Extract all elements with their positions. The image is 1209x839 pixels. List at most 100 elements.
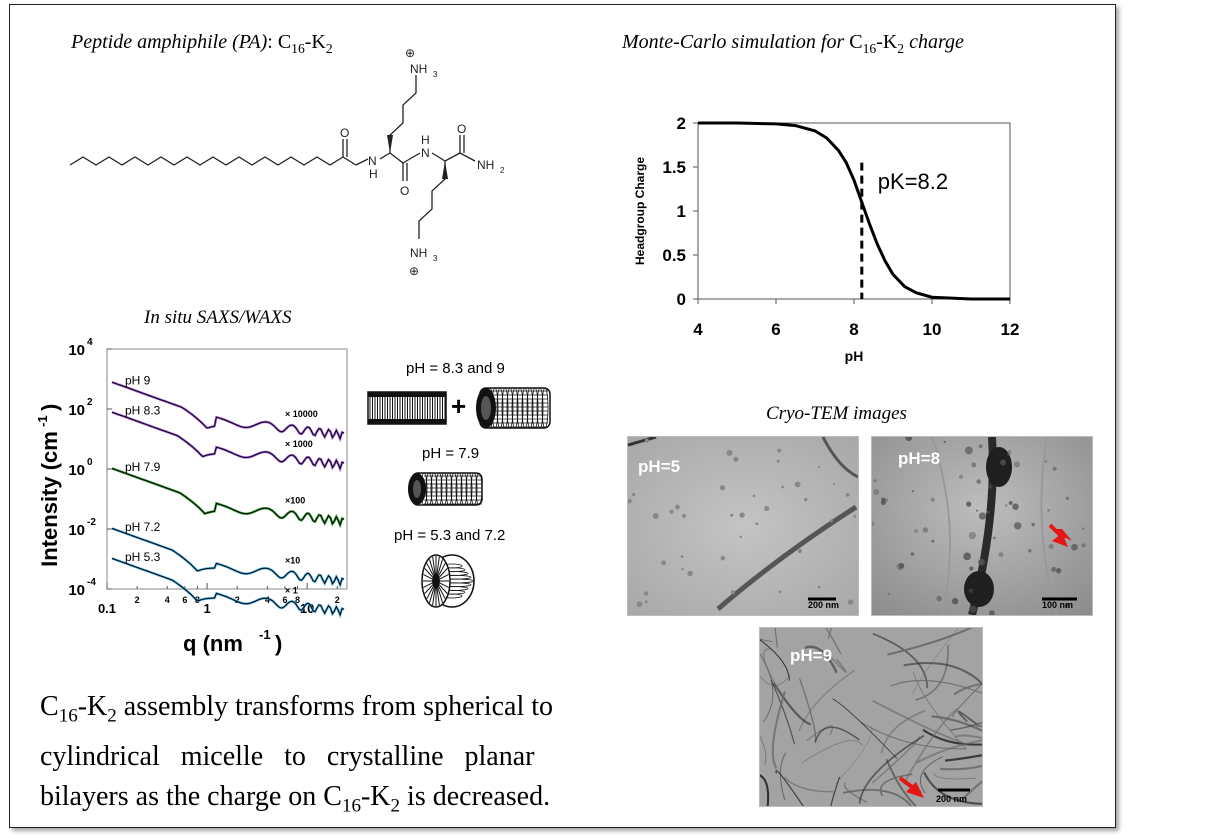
- saxs-series-label: pH 7.2: [125, 520, 161, 534]
- saxs-ytick-exp: -2: [87, 517, 96, 528]
- mc-xtick-label: 10: [923, 320, 942, 339]
- tem-label-ph8: pH=8: [898, 449, 941, 468]
- saxs-series-fit: [111, 557, 345, 617]
- saxs-series-fit: [111, 467, 345, 527]
- mol-o-label-1: O: [340, 126, 349, 140]
- mc-xtick-label: 4: [693, 320, 703, 339]
- saxs-ylabel-sup: -1: [35, 415, 50, 427]
- summary-c: C: [40, 691, 59, 722]
- summary-c-sub: 16: [58, 705, 78, 727]
- pa-header-prefix: Peptide amphiphile (PA): [71, 31, 268, 53]
- mc-ytick-label: 1: [677, 202, 686, 221]
- summary-line-3-b: is decreased.: [400, 780, 551, 812]
- pa-formula-c-sub: 16: [291, 41, 305, 56]
- summary-k-sub: 2: [107, 705, 117, 727]
- saxs-series-label: pH 9: [125, 374, 151, 388]
- bilayer-icon: [367, 391, 447, 425]
- tem-image-ph5: pH=5 200 nm: [627, 436, 859, 616]
- model-label-3: pH = 5.3 and 7.2: [394, 527, 506, 544]
- mc-ytick-label: 2: [677, 114, 686, 133]
- tem-scale-ph8: 100 nm: [1042, 600, 1074, 610]
- saxs-series-label: pH 5.3: [125, 550, 161, 564]
- mc-ytick-label: 1.5: [662, 158, 686, 177]
- summary-line-3-k-sub: 2: [390, 795, 401, 817]
- tube-icon-1: [476, 387, 551, 429]
- saxs-series-fit: [111, 527, 345, 587]
- mc-xtick-label: 6: [771, 320, 780, 339]
- saxs-ytick-exp: 2: [87, 397, 93, 408]
- mol-nh2-sub: 2: [500, 166, 505, 175]
- saxs-series-label: pH 8.3: [125, 404, 161, 418]
- mol-charge-bottom: ⊕: [409, 264, 419, 278]
- saxs-series-scale: ×10: [285, 555, 300, 565]
- saxs-title: In situ SAXS/WAXS: [144, 307, 292, 328]
- mol-nh3-top-sub: 3: [433, 70, 438, 79]
- mol-n-label-2: N: [421, 146, 430, 160]
- pa-formula-k: -K: [304, 31, 326, 53]
- model-plus-sign: +: [451, 391, 467, 421]
- saxs-xlabel: q (nm: [183, 631, 243, 656]
- mc-formula-k-sub: 2: [897, 41, 905, 56]
- saxs-plot-area: [106, 348, 348, 590]
- saxs-xtick-minor-label: 6: [282, 595, 287, 605]
- pa-formula-k-sub: 2: [325, 41, 333, 56]
- sphere-micelle-icon: [421, 554, 475, 608]
- mc-series-line: [698, 121, 1010, 301]
- saxs-ytick-exp: 0: [87, 457, 93, 468]
- saxs-xtick-minor-label: 2: [335, 595, 340, 605]
- mc-header: Monte-Carlo simulation for C16-K2 charge: [622, 31, 964, 57]
- saxs-xtick-major-label: 0.1: [98, 601, 116, 616]
- pa-header: Peptide amphiphile (PA): C16-K2: [71, 31, 333, 57]
- mc-xtick-label: 12: [1001, 320, 1020, 339]
- saxs-ytick-base: 10: [68, 462, 85, 479]
- saxs-ytick-base: 10: [68, 522, 85, 539]
- tube-icon-2: [408, 472, 483, 506]
- saxs-series-fit: [111, 381, 345, 441]
- mol-nh3-bottom-sub: 3: [433, 254, 438, 263]
- mol-nh2-label: NH: [477, 158, 494, 172]
- saxs-xtick-minor-label: 6: [182, 595, 187, 605]
- mc-pk-annotation: pK=8.2: [878, 169, 948, 194]
- cryo-title: Cryo-TEM images: [766, 403, 907, 424]
- mc-xlabel: pH: [845, 348, 864, 364]
- tem-label-ph9: pH=9: [790, 646, 833, 665]
- summary-line-3-k: -K: [360, 780, 391, 812]
- summary-line-1-rest: assembly transforms from spherical to: [116, 691, 554, 722]
- summary-k: -K: [77, 691, 108, 722]
- saxs-series-label: pH 7.9: [125, 460, 161, 474]
- saxs-series-scale: ×100: [285, 495, 305, 505]
- mol-h-label-1: H: [369, 167, 378, 181]
- mc-chart: 0 0.5 1 1.5 2 4 6 8 10 12 pH Headgroup Charge pK=8.2: [633, 114, 1020, 364]
- summary-line-1: C16-K2 assembly transforms from spherica…: [40, 687, 660, 737]
- saxs-xtick-minor-label: 2: [235, 595, 240, 605]
- saxs-ylabel-end: ): [37, 404, 62, 411]
- summary-line-3-a: bilayers as the charge on C: [40, 780, 342, 812]
- mol-n-label-1: N: [368, 154, 377, 168]
- mol-nh3-bottom: NH: [410, 246, 427, 260]
- mc-header-suffix: charge: [904, 31, 964, 53]
- mc-ytick-label: 0.5: [662, 246, 686, 265]
- saxs-xlabel-end: ): [275, 631, 282, 656]
- summary-line-2: cylindrical micelle to crystalline plana…: [40, 740, 535, 772]
- tem-image-ph8: pH=8 100 nm: [871, 436, 1093, 616]
- mol-o-label-3: O: [457, 122, 466, 136]
- saxs-ytick-base: 10: [68, 402, 85, 419]
- saxs-xtick-minor-label: 2: [135, 595, 140, 605]
- figure-frame: Peptide amphiphile (PA): C16-K2 O: [9, 4, 1116, 828]
- saxs-ytick-exp: 4: [87, 337, 93, 348]
- saxs-ytick-base: 10: [68, 342, 85, 359]
- saxs-ytick-base: 10: [68, 582, 85, 599]
- model-label-1: pH = 8.3 and 9: [406, 360, 505, 377]
- saxs-ylabel-group: Intensity (cm -1): [35, 404, 62, 567]
- tem-scale-ph5: 200 nm: [808, 600, 840, 610]
- mol-o-label-2: O: [400, 184, 409, 198]
- mc-formula-c-sub: 16: [862, 41, 877, 56]
- saxs-series-scale: × 1: [285, 585, 298, 595]
- saxs-series-scale: × 1000: [285, 439, 313, 449]
- mc-plot-area: [697, 122, 1011, 300]
- mc-ytick-label: 0: [677, 290, 686, 309]
- pa-formula-c: C: [277, 31, 292, 53]
- mc-formula-k: -K: [876, 31, 898, 53]
- tem-image-ph9: pH=9 200 nm: [759, 627, 983, 807]
